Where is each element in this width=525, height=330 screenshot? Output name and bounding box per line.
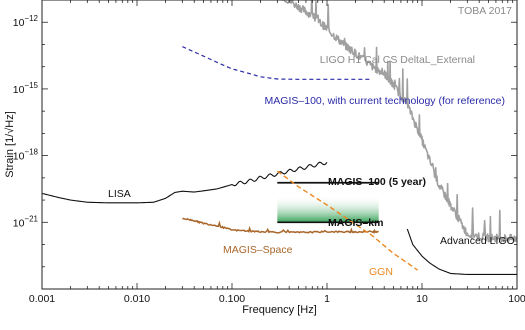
- lisa-label: LISA: [108, 188, 131, 200]
- x-tick-label: 0.010: [124, 293, 150, 305]
- x-tick-label: 0.100: [219, 293, 245, 305]
- ggn-label: GGN: [369, 266, 393, 278]
- y-tick-label: 10−21: [13, 214, 39, 229]
- x-tick-label: 1: [324, 293, 330, 305]
- y-tick-exponent: −15: [24, 81, 38, 90]
- x-tick-label: 100: [508, 293, 525, 305]
- y-tick-label: 10−18: [13, 148, 39, 163]
- y-tick-label: 10−12: [13, 14, 39, 29]
- lisa-series-line: [42, 161, 328, 204]
- x-tick-label: 0.001: [29, 293, 55, 305]
- y-tick-exponent: −21: [24, 214, 38, 223]
- x-tick-label: 10: [416, 293, 428, 305]
- magis-space-series-line: [182, 217, 379, 235]
- ligo-label: LIGO H1 Cal CS DeltaL_External: [320, 54, 475, 66]
- magis-km-band: [277, 195, 379, 223]
- advanced-ligo-label: Advanced LIGO: [440, 235, 515, 247]
- ggn-series-line: [276, 170, 419, 271]
- annotation-layer: 0.001 0.010 0.100 1 10 10010−1210−1510−1810−2…: [4, 5, 525, 316]
- y-tick-base: 10: [13, 17, 25, 29]
- magis-space-label: MAGIS–Space: [223, 244, 293, 256]
- magis100-5yr-label: MAGIS–100 (5 year): [328, 176, 426, 188]
- plot-frame: [41, 0, 518, 290]
- y-axis-title: Strain [1/√Hz]: [4, 111, 16, 178]
- y-tick-exponent: −12: [24, 14, 38, 23]
- y-tick-label: 10−15: [13, 81, 39, 96]
- ligo-h1-series-line: [280, 0, 517, 243]
- magis-km-label: MAGIS–km: [328, 217, 383, 229]
- y-tick-base: 10: [13, 151, 25, 163]
- plot-area: [42, 0, 517, 276]
- magis100-current-series-line: [182, 46, 373, 80]
- magis100-current-label: MAGIS–100, with current technology (for …: [265, 95, 505, 107]
- axes-frame: [41, 0, 518, 290]
- y-tick-exponent: −18: [24, 148, 38, 157]
- x-axis-title: Frequency [Hz]: [242, 304, 317, 316]
- toba-label: TOBA 2017: [458, 5, 512, 17]
- y-tick-base: 10: [13, 217, 25, 229]
- advanced-ligo-series-line: [406, 228, 517, 276]
- y-tick-base: 10: [13, 84, 25, 96]
